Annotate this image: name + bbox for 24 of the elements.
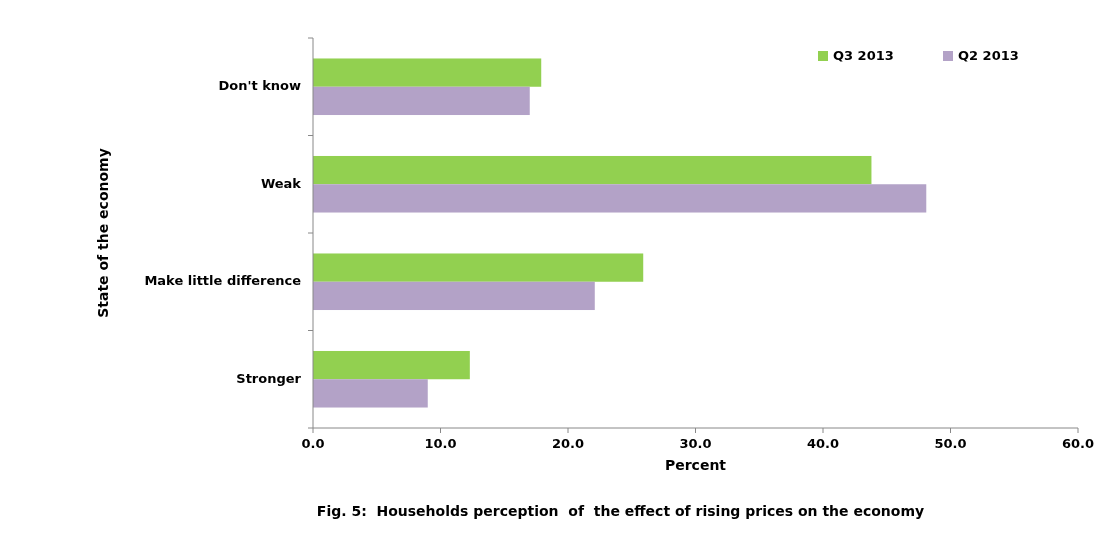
bar [313,379,428,408]
bar [313,58,542,87]
x-axis-title: Percent [664,457,727,473]
bar [313,86,530,116]
y-tick-label: Make little difference [144,273,302,289]
y-tick-label: Stronger [236,370,302,386]
y-tick-label: Weak [260,175,302,191]
x-tick-label: 0.0 [301,436,325,451]
x-tick-label: 10.0 [424,436,457,451]
x-tick-label: 60.0 [1061,436,1095,451]
x-tick-label: 40.0 [806,436,840,451]
x-tick-label: 50.0 [934,436,967,451]
bar [313,350,470,380]
bar [313,184,927,213]
y-axis-title: State of the economy [95,148,111,318]
bar [313,281,595,311]
legend-label: Q3 2013 [833,47,894,63]
text: Fig. 5: Households perception of the effect of rising prices on the economy [316,503,925,519]
x-tick-label: 20.0 [551,436,585,451]
bar [313,155,872,185]
y-tick-label: Don't know [218,78,301,94]
legend-label: Q2 2013 [958,47,1019,63]
x-tick-label: 30.0 [679,436,712,451]
bar [313,253,644,282]
